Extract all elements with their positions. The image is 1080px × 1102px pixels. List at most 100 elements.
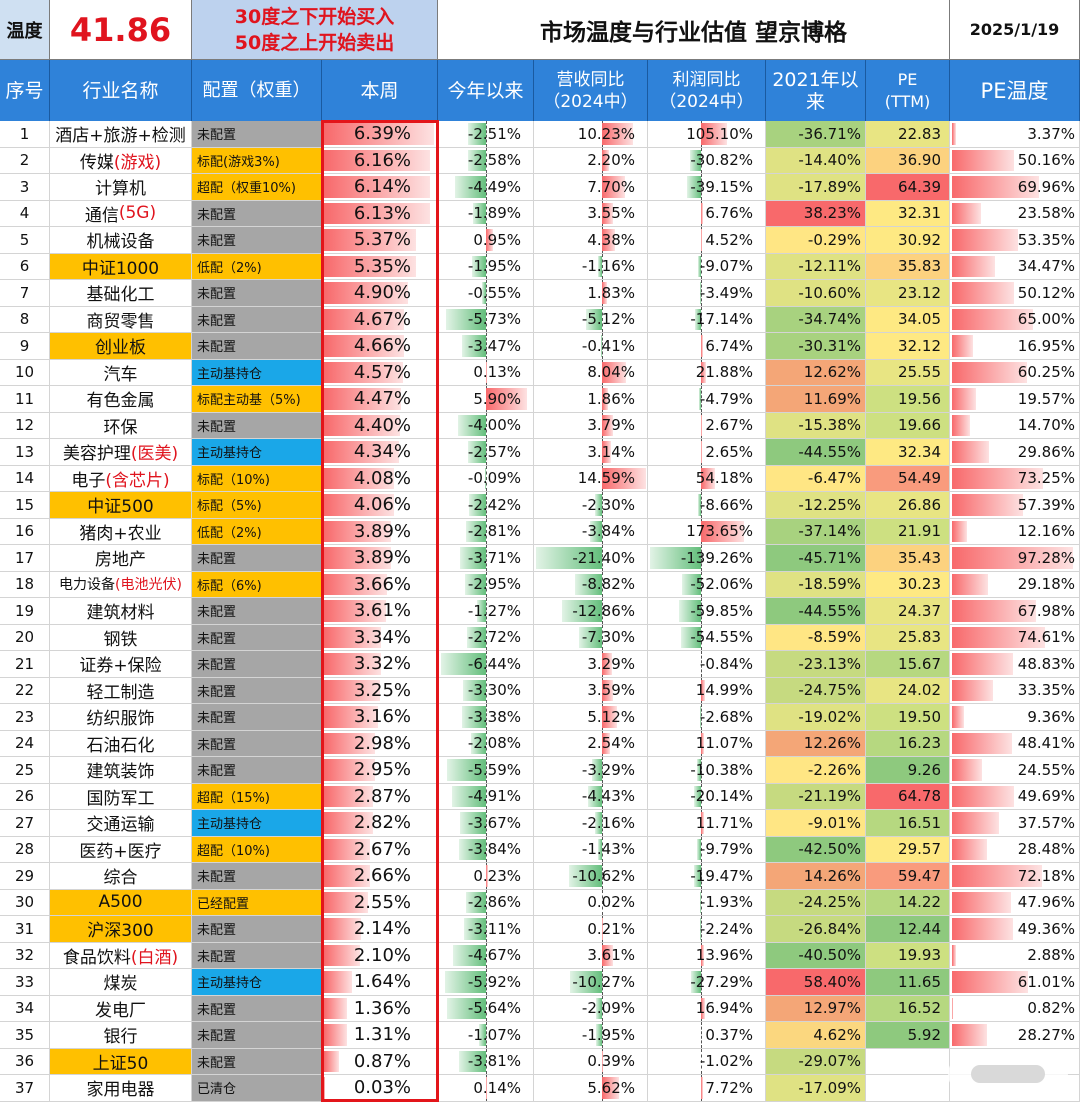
pe-ttm-text: 26.86 bbox=[898, 495, 941, 514]
allocation-text: 低配（2%) bbox=[197, 525, 262, 541]
week-change: 3.89% bbox=[322, 545, 438, 572]
revenue-yoy-text: -5.12% bbox=[581, 310, 635, 329]
row-number-text: 8 bbox=[19, 310, 30, 329]
allocation-cell: 未配置 bbox=[192, 704, 322, 731]
week-change-text: 6.16% bbox=[353, 149, 411, 171]
pe-temperature-text: 0.82% bbox=[1027, 999, 1075, 1018]
profit-yoy: 54.18% bbox=[648, 465, 766, 492]
pe-temperature: 12.16% bbox=[950, 518, 1080, 545]
profit-yoy: 6.76% bbox=[648, 200, 766, 227]
pe-ttm-text: 19.93 bbox=[898, 946, 941, 965]
profit-yoy-text: -8.66% bbox=[699, 495, 753, 514]
ytd-change-text: -5.64% bbox=[467, 999, 521, 1018]
industry-name-text: 商贸零售 bbox=[86, 311, 155, 332]
ytd-change-bar bbox=[460, 812, 486, 834]
row-number: 1 bbox=[0, 121, 50, 148]
week-change-bar bbox=[324, 944, 361, 966]
temperature-value: 41.86 bbox=[50, 0, 192, 60]
allocation-cell: 未配置 bbox=[192, 333, 322, 360]
pe-temperature-bar bbox=[952, 812, 999, 834]
week-change-text: 3.25% bbox=[353, 679, 411, 701]
ytd-change-axis bbox=[486, 545, 487, 571]
ytd-change-bar bbox=[454, 176, 486, 198]
ytd-change-text: -3.47% bbox=[467, 336, 521, 355]
pe-ttm-text: 25.55 bbox=[898, 363, 941, 382]
pe-ttm: 54.49 bbox=[866, 465, 950, 492]
profit-yoy-text: -2.68% bbox=[699, 707, 753, 726]
pe-ttm: 30.92 bbox=[866, 227, 950, 254]
ytd-change-bar bbox=[468, 123, 486, 145]
profit-yoy: -4.79% bbox=[648, 386, 766, 413]
revenue-yoy-bar bbox=[602, 229, 616, 251]
ytd-change: -0.09% bbox=[438, 465, 534, 492]
revenue-yoy-text: 2.54% bbox=[587, 734, 635, 753]
row-number-text: 35 bbox=[14, 1025, 35, 1044]
pe-temperature: 14.70% bbox=[950, 412, 1080, 439]
pe-ttm-text: 30.92 bbox=[898, 230, 941, 249]
table-row: 10 汽车 主动基持仓 4.57% 0.13% 8.04% 21.88% 12.62% 25.5… bbox=[0, 359, 1080, 386]
pe-temperature-text: 97.28% bbox=[1017, 548, 1075, 567]
page-title: 市场温度与行业估值 望京博格 bbox=[438, 0, 950, 60]
industry-name: 家用电器 bbox=[50, 1075, 192, 1102]
profit-yoy-text: -39.15% bbox=[690, 177, 753, 196]
row-number-text: 21 bbox=[14, 654, 35, 673]
ytd-change-axis bbox=[486, 995, 487, 1021]
revenue-yoy: -5.12% bbox=[534, 306, 648, 333]
profit-yoy-bar bbox=[650, 547, 701, 569]
week-change-text: 5.35% bbox=[353, 255, 411, 277]
week-change-text: 3.89% bbox=[353, 520, 411, 542]
allocation-text: 超配（10%) bbox=[197, 843, 270, 859]
allocation-text: 标配（5%) bbox=[197, 499, 262, 515]
industry-name-text: 食品饮料 bbox=[62, 947, 131, 968]
ytd-change-bar bbox=[466, 520, 486, 542]
since-2021: 12.62% bbox=[766, 359, 866, 386]
ytd-change-text: -3.11% bbox=[467, 919, 521, 938]
allocation-cell: 未配置 bbox=[192, 1022, 322, 1049]
pe-ttm: 22.83 bbox=[866, 121, 950, 148]
table-row: 15 中证500 标配（5%) 4.06% -2.42% -2.30% -8.66% -12.… bbox=[0, 492, 1080, 519]
ytd-change-text: -1.95% bbox=[467, 257, 521, 276]
ytd-change-text: -1.89% bbox=[467, 204, 521, 223]
pe-ttm-text: 9.26 bbox=[907, 760, 941, 779]
industry-name: 综合 bbox=[50, 863, 192, 890]
profit-yoy-text: 21.88% bbox=[695, 363, 753, 382]
ytd-change-bar bbox=[486, 229, 493, 251]
allocation-text: 未配置 bbox=[197, 658, 237, 674]
row-number-text: 1 bbox=[19, 124, 30, 143]
ytd-change-axis bbox=[486, 174, 487, 200]
since-2021-text: -10.60% bbox=[798, 283, 861, 302]
pe-temperature-text: 50.12% bbox=[1017, 283, 1075, 302]
ytd-change-bar bbox=[444, 971, 486, 993]
since-2021-text: -2.26% bbox=[807, 760, 861, 779]
revenue-yoy: -1.95% bbox=[534, 1022, 648, 1049]
revenue-yoy-bar bbox=[602, 918, 603, 940]
revenue-yoy: 0.02% bbox=[534, 889, 648, 916]
industry-name: 纺织服饰 bbox=[50, 704, 192, 731]
table-row: 9 创业板 未配置 4.66% -3.47% -0.41% 6.74% -30.31% 32.1… bbox=[0, 333, 1080, 360]
allocation-cell: 主动基持仓 bbox=[192, 439, 322, 466]
allocation-cell: 未配置 bbox=[192, 863, 322, 890]
revenue-yoy-bar bbox=[574, 573, 602, 595]
pe-ttm: 16.23 bbox=[866, 730, 950, 757]
pe-ttm-text: 14.22 bbox=[898, 893, 941, 912]
allocation-text: 标配主动基（5%) bbox=[197, 393, 301, 409]
table-row: 7 基础化工 未配置 4.90% -0.55% 1.83% -3.49% -10.60% 23.… bbox=[0, 280, 1080, 307]
week-change: 4.06% bbox=[322, 492, 438, 519]
ytd-change-text: -2.58% bbox=[467, 151, 521, 170]
profit-yoy-bar bbox=[697, 759, 701, 781]
ytd-change: 0.14% bbox=[438, 1075, 534, 1102]
allocation-cell: 未配置 bbox=[192, 545, 322, 572]
week-change: 3.66% bbox=[322, 571, 438, 598]
pe-temperature: 67.98% bbox=[950, 598, 1080, 625]
profit-yoy-bar bbox=[693, 865, 701, 887]
ytd-change-bar bbox=[458, 414, 486, 436]
revenue-yoy-axis bbox=[602, 545, 603, 571]
profit-yoy-text: -9.79% bbox=[699, 840, 753, 859]
industry-name-note: (医美) bbox=[130, 444, 179, 465]
revenue-yoy: 2.54% bbox=[534, 730, 648, 757]
profit-yoy-axis bbox=[701, 757, 702, 783]
week-change: 2.98% bbox=[322, 730, 438, 757]
row-number-text: 13 bbox=[14, 442, 35, 461]
ytd-change-text: -2.51% bbox=[467, 124, 521, 143]
profit-yoy-axis bbox=[701, 571, 702, 597]
